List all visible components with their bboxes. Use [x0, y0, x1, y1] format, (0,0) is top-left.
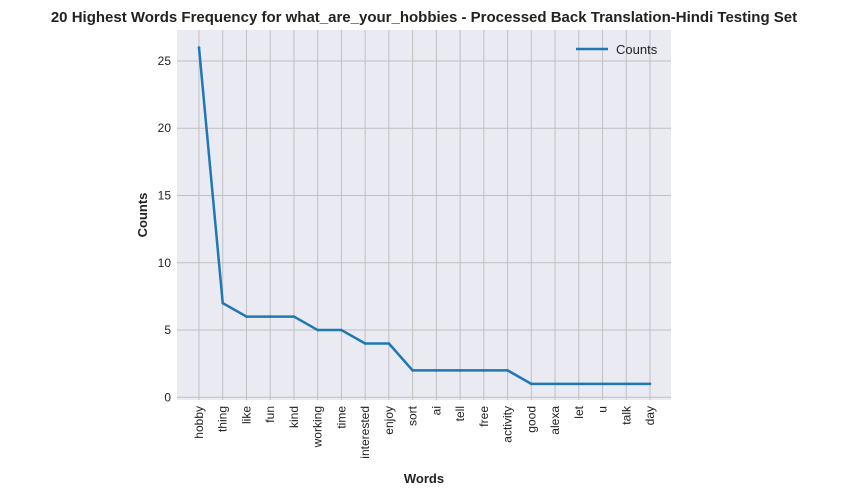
x-tick-label: activity	[501, 406, 515, 443]
data-point	[506, 369, 509, 372]
data-point	[530, 382, 533, 386]
data-point	[292, 315, 296, 318]
data-point	[553, 382, 557, 386]
y-axis-label: Counts	[135, 193, 150, 238]
data-point	[197, 46, 201, 49]
x-tick-label: day	[643, 406, 657, 425]
y-tick-label: 15	[158, 188, 172, 202]
y-tick-label: 0	[164, 390, 171, 404]
legend-label: Counts	[616, 42, 658, 57]
x-axis-label: Words	[404, 471, 444, 486]
x-tick-label: thing	[216, 406, 230, 432]
data-point	[411, 369, 414, 372]
chart-title: 20 Highest Words Frequency for what_are_…	[51, 9, 797, 26]
x-tick-label: good	[524, 406, 538, 433]
data-point	[482, 369, 486, 372]
x-tick-label: working	[311, 406, 325, 448]
x-tick-label: interested	[358, 406, 372, 459]
data-point	[221, 301, 225, 305]
data-point	[245, 315, 248, 318]
x-tick-label: hobby	[192, 406, 206, 439]
x-tick-label: kind	[287, 406, 301, 428]
x-tick-label: tell	[453, 406, 467, 421]
x-tick-label: talk	[619, 405, 633, 425]
x-tick-label: u	[596, 406, 610, 413]
data-point	[340, 328, 343, 332]
data-point	[363, 342, 367, 345]
x-tick-label: let	[572, 405, 586, 418]
x-tick-label: ai	[429, 406, 443, 415]
series-line-0	[197, 47, 650, 386]
x-tick-label: time	[334, 406, 348, 429]
data-point	[577, 382, 581, 386]
y-axis-ticks: 0 5 10 15 20 25	[158, 54, 172, 404]
x-axis-ticks: hobby thing like fun kind working time interest…	[192, 405, 657, 459]
x-tick-label: sort	[406, 405, 420, 426]
x-tick-label: alexa	[548, 406, 562, 435]
x-tick-label: enjoy	[382, 406, 396, 435]
y-tick-label: 20	[158, 121, 172, 135]
data-point	[601, 382, 604, 386]
data-point	[316, 328, 319, 332]
x-tick-label: fun	[263, 406, 277, 423]
data-point	[387, 342, 391, 345]
data-point	[624, 382, 628, 386]
y-tick-label: 10	[158, 256, 172, 270]
y-tick-label: 25	[158, 54, 172, 68]
data-point	[268, 315, 272, 318]
grid	[177, 30, 671, 400]
data-point	[648, 382, 652, 386]
data-point	[458, 369, 462, 372]
series-layer	[197, 46, 652, 386]
plot-area	[177, 30, 671, 400]
data-point	[435, 369, 438, 372]
x-tick-label: free	[477, 406, 491, 427]
legend: Counts	[576, 42, 658, 57]
x-tick-label: like	[239, 406, 253, 424]
y-tick-label: 5	[164, 323, 171, 337]
